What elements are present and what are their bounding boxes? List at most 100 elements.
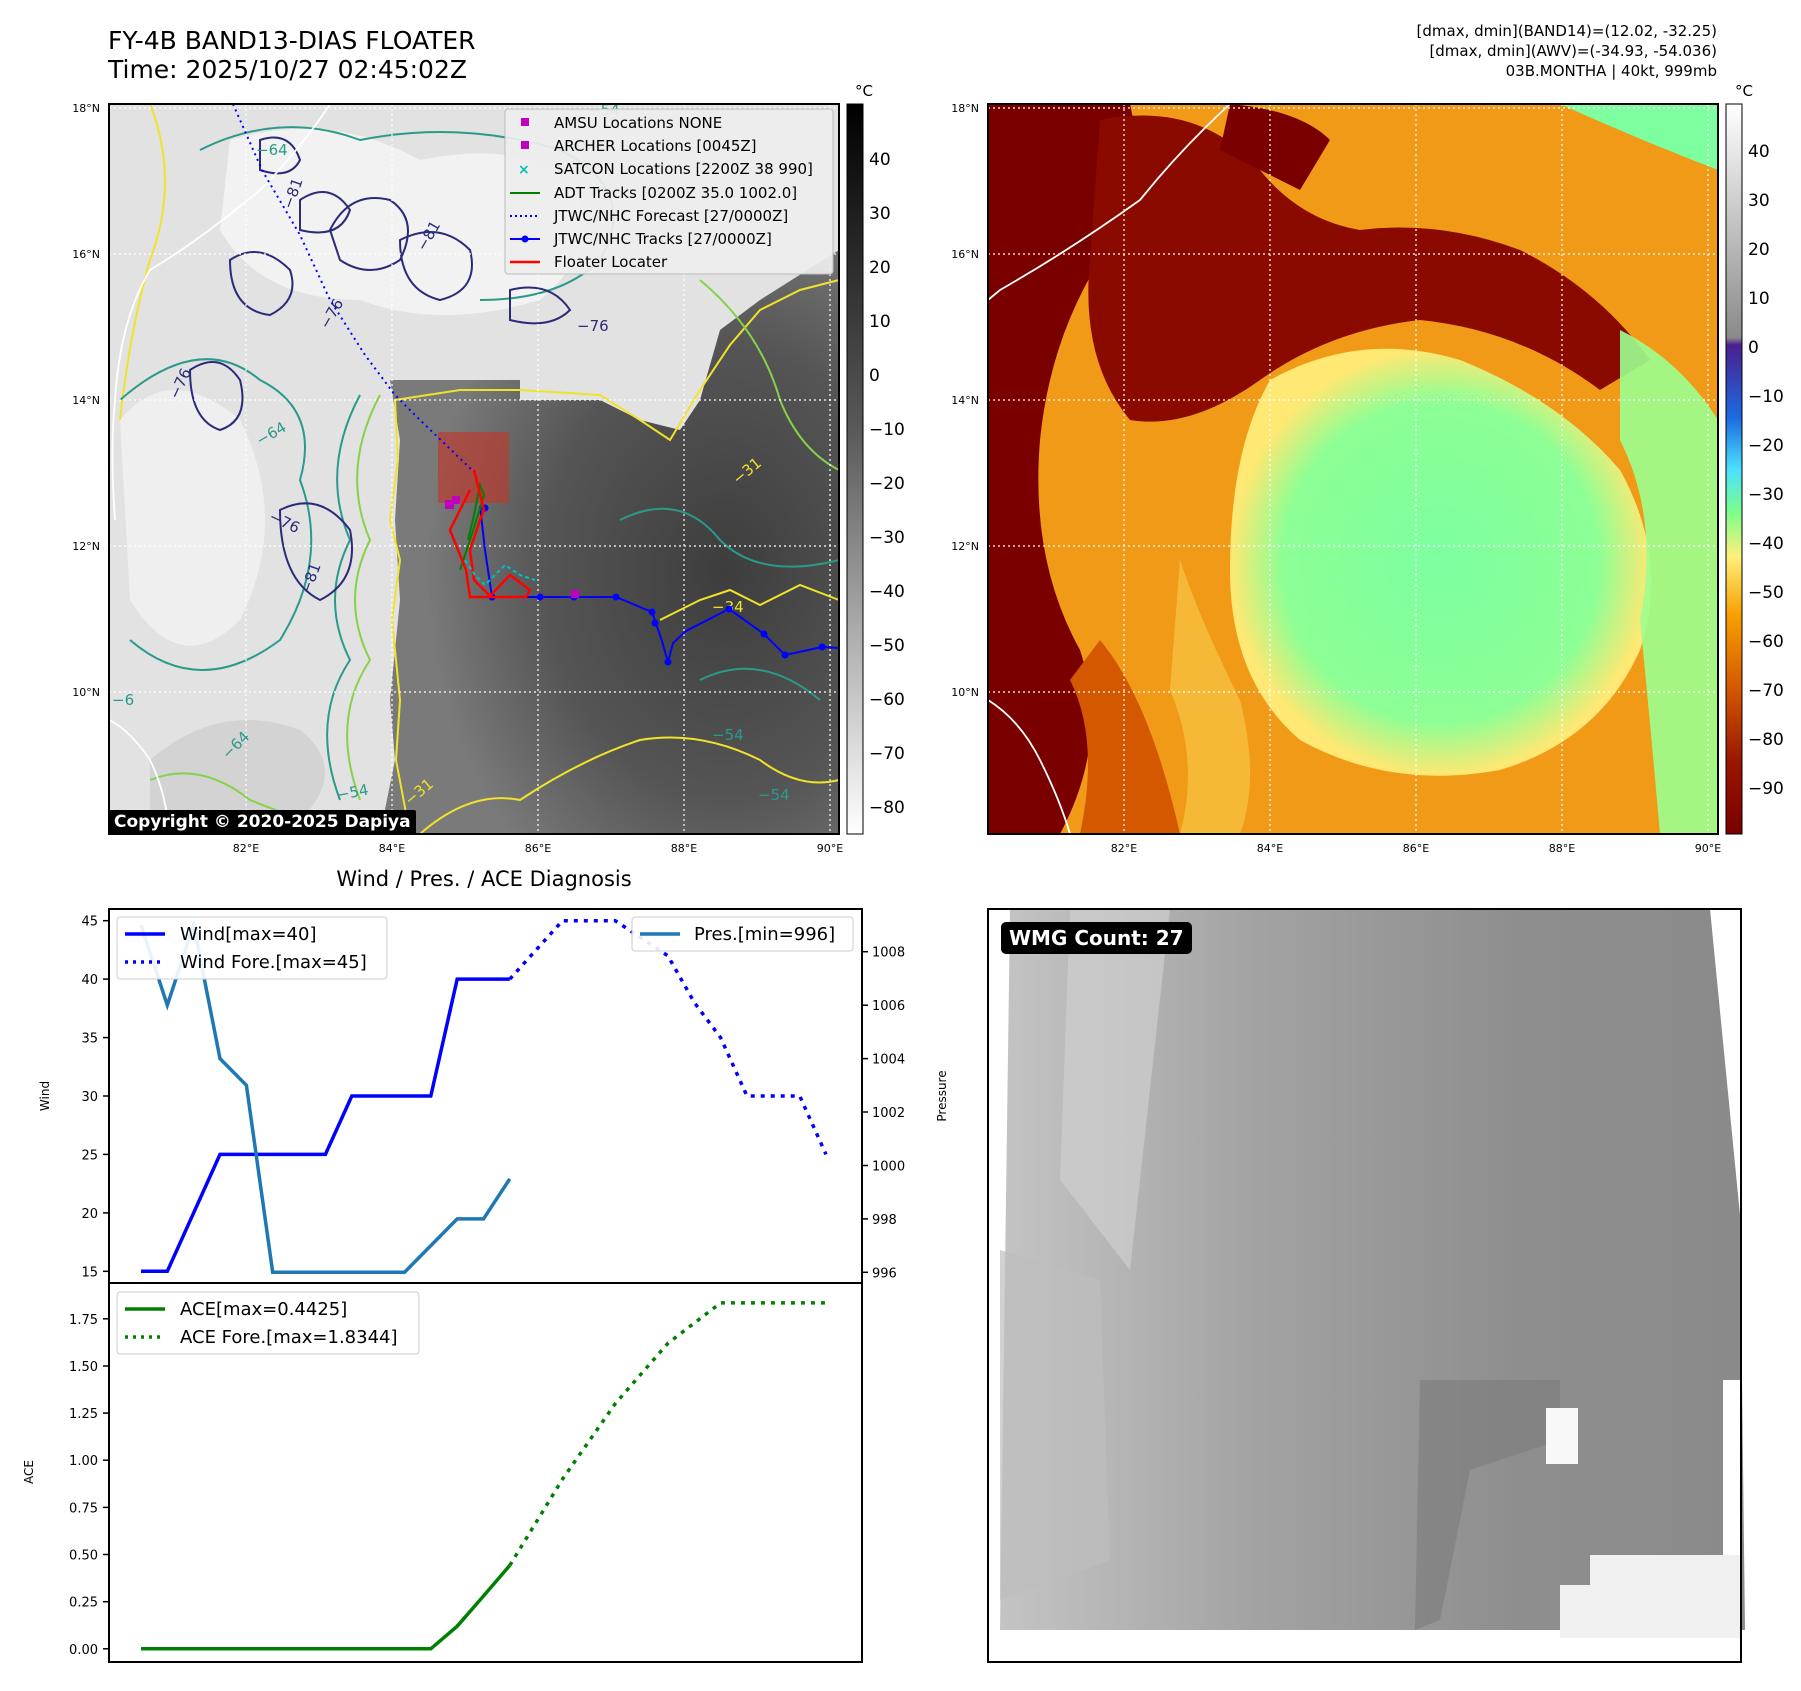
axis-tick-label: 20	[81, 1207, 98, 1222]
lon-tick: 90°E	[1695, 842, 1721, 855]
contour-navy-6	[278, 502, 353, 602]
axis-tick-label: 40	[81, 973, 98, 988]
pressure-axis-label: Pressure	[935, 1070, 949, 1121]
colorbar-tick: −40	[1748, 534, 1784, 554]
contour-yellow-2	[388, 399, 411, 835]
left-lon-labels: 82°E 84°E 86°E 88°E 90°E	[233, 842, 843, 855]
lon-tick: 88°E	[1549, 842, 1575, 855]
axis-tick-label: 35	[81, 1032, 98, 1047]
wind-legend-box	[116, 916, 388, 980]
info-storm: 03B.MONTHA | 40kt, 999mb	[1505, 62, 1717, 80]
legend-forecast-label: JTWC/NHC Forecast [27/0000Z]	[553, 207, 788, 225]
lat-tick: 18°N	[72, 102, 100, 115]
colorbar-tick: −90	[1748, 779, 1784, 799]
legend-floater-label: Floater Locater	[554, 253, 668, 271]
axis-tick-label: 1006	[872, 999, 905, 1014]
colorbar-tick: 20	[1748, 240, 1770, 260]
lat-tick: 10°N	[951, 686, 979, 699]
series-line-0	[141, 1564, 512, 1651]
colorbar-tick: −70	[1748, 681, 1784, 701]
cloud-southwest	[150, 720, 325, 834]
plot-title-line2: Time: 2025/10/27 02:45:02Z	[108, 55, 467, 84]
axis-tick-label: 1002	[872, 1106, 905, 1121]
colorbar-tick: −50	[1748, 583, 1784, 603]
floater-box	[438, 432, 509, 503]
yellow-band-south	[1170, 560, 1250, 834]
contour-label: −54	[336, 781, 370, 804]
legend-satcon-marker: ×	[518, 162, 530, 178]
colorbar-tick: 30	[869, 204, 891, 224]
colorbar-tick: −70	[869, 744, 905, 764]
colorbar-tick: −10	[869, 420, 905, 440]
lat-tick: 18°N	[951, 102, 979, 115]
lat-tick: 10°N	[72, 686, 100, 699]
left-colorbar	[846, 103, 864, 835]
coastline-right	[987, 103, 1231, 301]
colorbar-tick: 0	[869, 366, 880, 386]
wmg-white-block-2	[1560, 1555, 1741, 1638]
cold-cloud-north	[220, 128, 586, 315]
wind-fore-legend-label: Wind Fore.[max=45]	[180, 952, 367, 973]
cold-cloud-west	[120, 390, 265, 646]
colorbar-tick: 0	[1748, 338, 1759, 358]
right-map: 18°N 16°N 14°N 12°N 10°N 82°E 84°E 86°E …	[951, 82, 1784, 855]
contour-yellow-1	[394, 279, 840, 442]
axis-tick-label: 0.75	[69, 1501, 98, 1516]
legend-satcon-label: SATCON Locations [2200Z 38 990]	[554, 160, 813, 178]
contour-label: −54	[712, 726, 744, 744]
legend-box	[504, 108, 834, 275]
contour-navy-1	[228, 251, 294, 317]
right-colorbar-unit: °C	[1735, 82, 1753, 100]
lon-tick: 84°E	[379, 842, 405, 855]
pres-legend-box	[631, 916, 854, 952]
contour-teal-1	[326, 394, 361, 801]
axis-tick-label: 30	[81, 1090, 98, 1105]
axis-tick-label: 998	[872, 1213, 897, 1228]
colorbar-tick: −30	[869, 528, 905, 548]
ace-fore-legend-label: ACE Fore.[max=1.8344]	[180, 1327, 398, 1348]
contour-navy-7	[328, 197, 409, 271]
contour-navy-8	[259, 136, 302, 175]
pressure-ticks: 1008 1006 1004 1002 1000 998 996	[862, 946, 905, 1281]
contour-label: −64	[256, 141, 288, 159]
colorbar-tick: 20	[869, 258, 891, 278]
coastline-left	[111, 103, 331, 521]
contour-label: −54	[758, 786, 790, 804]
colorbar-tick: 40	[869, 150, 891, 170]
forecast-track	[232, 103, 473, 471]
contour-teal-5	[699, 667, 821, 701]
cold-cell-north	[1220, 104, 1330, 190]
colorbar-tick: −20	[1748, 436, 1784, 456]
colorbar-tick: 30	[1748, 191, 1770, 211]
axis-tick-label: 1.50	[69, 1360, 98, 1375]
ace-legend-box	[116, 1291, 420, 1355]
axis-tick-label: 996	[872, 1266, 897, 1281]
contour-yellow-5	[119, 103, 166, 421]
colorbar-tick: −30	[1748, 485, 1784, 505]
wmg-dark-patch	[1415, 1380, 1560, 1630]
legend-tracks-marker	[521, 235, 529, 243]
green-east	[1620, 330, 1718, 834]
archer-points	[445, 496, 579, 598]
copyright-badge: Copyright © 2020-2025 Dapiya	[109, 810, 416, 834]
lat-tick: 16°N	[72, 248, 100, 261]
lon-tick: 82°E	[1111, 842, 1137, 855]
diagnosis-title: Wind / Pres. / ACE Diagnosis	[336, 867, 631, 891]
ace-chart: ACE 1.75 1.50 1.25 1.00 0.75 0.50 0.25 0.00 ACE…	[22, 1282, 863, 1663]
left-colorbar-unit: °C	[855, 82, 873, 100]
axis-tick-label: 1004	[872, 1053, 905, 1068]
colorbar-tick: −40	[869, 582, 905, 602]
lat-tick: 12°N	[72, 540, 100, 553]
right-map-frame	[987, 103, 1719, 835]
satcon-track	[464, 559, 536, 587]
lat-tick: 16°N	[951, 248, 979, 261]
ace-axis-label: ACE	[22, 1460, 36, 1484]
wmg-panel	[987, 908, 1745, 1663]
colorbar-tick: −80	[1748, 730, 1784, 750]
wmg-light-strip	[1060, 909, 1170, 1270]
contour-navy-4	[509, 286, 572, 325]
legend-archer-label: ARCHER Locations [0045Z]	[554, 137, 757, 155]
legend-tracks-label: JTWC/NHC Tracks [27/0000Z]	[553, 230, 772, 248]
